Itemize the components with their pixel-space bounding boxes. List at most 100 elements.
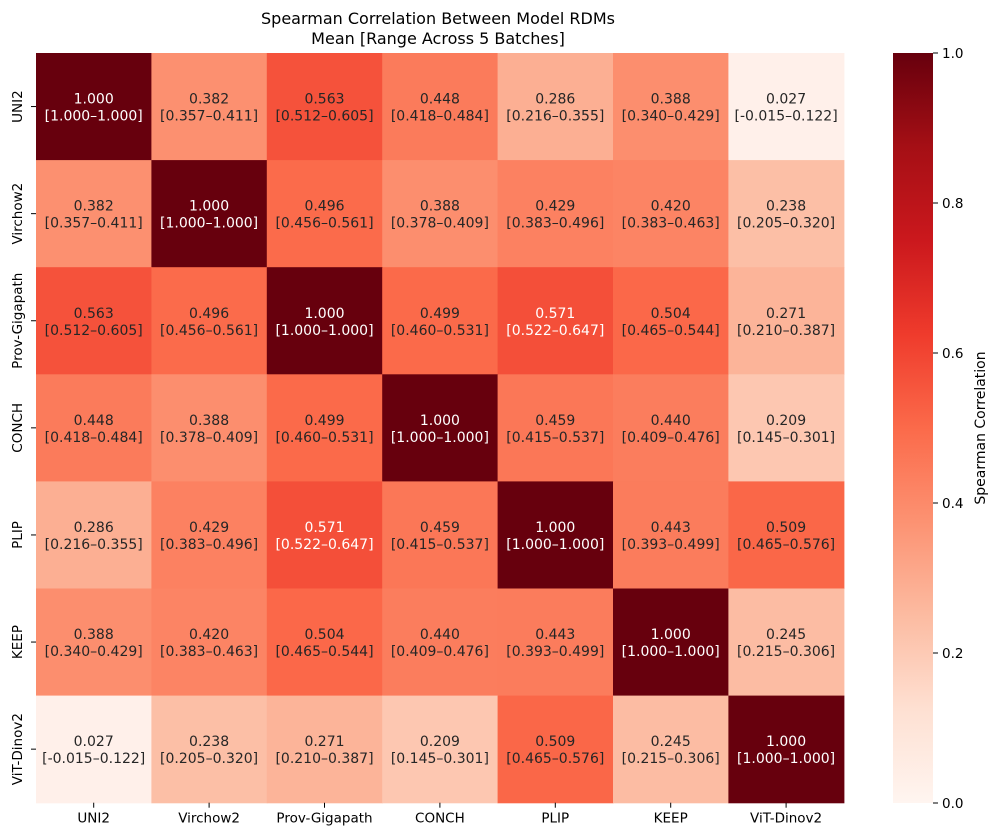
chart-title: Spearman Correlation Between Model RDMs [261, 9, 615, 28]
colorbar-tick-label: 0.4 [942, 496, 963, 512]
cell-range-label: [0.215–0.306] [737, 644, 835, 660]
heatmap-cell [497, 374, 614, 482]
cell-value-label: 0.388 [74, 627, 114, 643]
cell-value-label: 0.504 [304, 627, 344, 643]
cell-value-label: 0.245 [651, 734, 691, 750]
cell-value-label: 0.238 [189, 734, 229, 750]
heatmap-cell [36, 374, 152, 482]
cell-range-label: [0.456–0.561] [275, 216, 373, 232]
heatmap-cell [382, 374, 499, 482]
heatmap-cell [497, 160, 614, 268]
heatmap-cell [497, 53, 614, 161]
cell-range-label: [0.512–0.605] [275, 109, 373, 125]
heatmap-cell [613, 267, 729, 375]
cell-range-label: [0.383–0.496] [506, 216, 604, 232]
cell-range-label: [0.357–0.411] [45, 216, 143, 232]
heatmap-cell [36, 481, 152, 590]
cell-value-label: 0.420 [651, 199, 691, 215]
heatmap-cell [151, 588, 268, 697]
heatmap-cell [266, 374, 383, 482]
y-tick-label: PLIP [10, 521, 26, 549]
cell-range-label: [0.383–0.463] [160, 644, 258, 660]
heatmap-cell [497, 695, 614, 804]
cell-range-label: [0.522–0.647] [506, 323, 604, 339]
heatmap-cell [382, 481, 499, 590]
x-tick-label: KEEP [654, 811, 688, 827]
heatmap-cell [36, 160, 152, 268]
cell-value-label: 0.271 [766, 306, 806, 322]
heatmap-cell [613, 53, 729, 161]
cell-range-label: [0.456–0.561] [160, 323, 258, 339]
cell-value-label: 0.382 [189, 92, 229, 108]
cell-range-label: [0.418–0.484] [391, 109, 489, 125]
heatmap-cell [151, 481, 268, 590]
colorbar-tick-label: 0.6 [942, 346, 963, 362]
cell-value-label: 0.420 [189, 627, 229, 643]
cell-value-label: 0.459 [420, 520, 460, 536]
heatmap-cell [382, 588, 499, 697]
heatmap-cell [613, 160, 729, 268]
heatmap-cell [382, 53, 499, 161]
cell-value-label: 0.448 [74, 413, 114, 429]
cell-value-label: 0.563 [304, 92, 344, 108]
cell-value-label: 1.000 [189, 199, 229, 215]
heatmap-cell [382, 160, 499, 268]
y-axis: UNI2 Virchow2 Prov-Gigapath CONCH PLIP KEEP Vi… [10, 90, 36, 785]
cell-range-label: [0.465–0.576] [506, 751, 604, 767]
cell-range-label: [0.215–0.306] [622, 751, 720, 767]
cell-value-label: 0.238 [766, 199, 806, 215]
cell-value-label: 0.499 [304, 413, 344, 429]
cell-value-label: 0.429 [189, 520, 229, 536]
cell-value-label: 1.000 [766, 734, 806, 750]
cell-range-label: [0.378–0.409] [391, 216, 489, 232]
heatmap-cell [728, 160, 845, 268]
cell-range-label: [1.000–1.000] [160, 216, 258, 232]
cell-range-label: [0.145–0.301] [391, 751, 489, 767]
cell-value-label: 0.504 [651, 306, 691, 322]
cell-value-label: 0.509 [766, 520, 806, 536]
cell-value-label: 0.027 [766, 92, 806, 108]
cell-range-label: [0.340–0.429] [45, 644, 143, 660]
cell-range-label: [-0.015–0.122] [42, 751, 145, 767]
cell-range-label: [0.465–0.544] [275, 644, 373, 660]
cell-value-label: 0.027 [74, 734, 114, 750]
cell-range-label: [0.460–0.531] [391, 323, 489, 339]
cell-value-label: 0.509 [535, 734, 575, 750]
cell-value-label: 0.286 [535, 92, 575, 108]
cell-range-label: [0.522–0.647] [275, 537, 373, 553]
cell-range-label: [0.216–0.355] [45, 537, 143, 553]
heatmap-cell [728, 695, 845, 804]
cell-range-label: [0.210–0.387] [275, 751, 373, 767]
cell-value-label: 0.459 [535, 413, 575, 429]
cell-value-label: 0.440 [651, 413, 691, 429]
cell-range-label: [1.000–1.000] [622, 644, 720, 660]
x-tick-label: PLIP [541, 811, 569, 827]
heatmap-cell [382, 695, 499, 804]
cell-range-label: [0.409–0.476] [391, 644, 489, 660]
colorbar-label: Spearman Correlation [973, 351, 989, 504]
heatmap-cell [613, 374, 729, 482]
colorbar-tick-label: 1.0 [942, 46, 963, 62]
cell-value-label: 0.443 [651, 520, 691, 536]
cell-value-label: 0.286 [74, 520, 114, 536]
cell-range-label: [1.000–1.000] [391, 430, 489, 446]
cell-range-label: [0.340–0.429] [622, 109, 720, 125]
heatmap-cell [497, 588, 614, 697]
heatmap-cell [266, 588, 383, 697]
heatmap-cell [151, 695, 268, 804]
cell-range-label: [0.383–0.463] [622, 216, 720, 232]
x-tick-label: Prov-Gigapath [276, 811, 372, 827]
cell-value-label: 0.571 [535, 306, 575, 322]
y-tick-label: CONCH [10, 403, 26, 453]
cell-value-label: 0.496 [304, 199, 344, 215]
heatmap-cell [728, 374, 845, 482]
heatmap-cell [728, 267, 845, 375]
cell-range-label: [0.512–0.605] [45, 323, 143, 339]
heatmap-cell [266, 53, 383, 161]
cell-value-label: 1.000 [420, 413, 460, 429]
heatmap-cell [613, 588, 729, 697]
heatmap-cell [151, 267, 268, 375]
cell-range-label: [1.000–1.000] [275, 323, 373, 339]
cell-range-label: [0.210–0.387] [737, 323, 835, 339]
